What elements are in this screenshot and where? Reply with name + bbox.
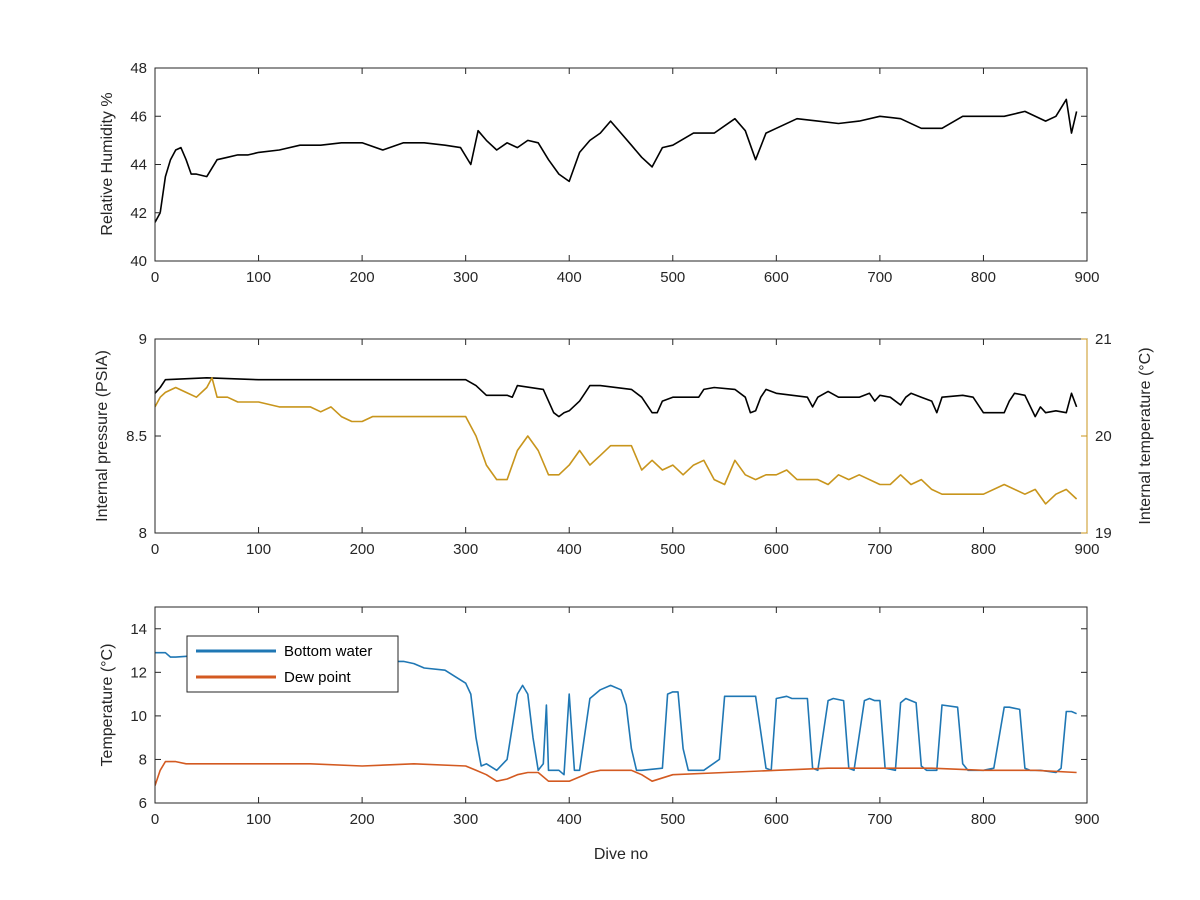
y-tick-label-2-0: 6	[139, 795, 147, 812]
pressure-temperature-series-layer	[155, 376, 1078, 505]
y-tick-label-2-2: 10	[130, 708, 147, 725]
x-tick-label-0-2: 200	[350, 269, 375, 286]
x-tick-label-2-2: 200	[350, 811, 375, 828]
y-tick-label-1-1: 8.5	[126, 428, 147, 445]
x-tick-label-2-1: 100	[246, 811, 271, 828]
temperature-series-layer	[155, 651, 1077, 786]
temperature-axes-frame	[154, 606, 1088, 804]
temperature-right-y-axis-label: Internal temperature (°C)	[1137, 347, 1154, 524]
legend-label-bottom-water: Bottom water	[284, 643, 372, 660]
series-line-0-0	[155, 98, 1078, 223]
x-tick-label-1-8: 800	[971, 541, 996, 558]
y-tick-label-0-1: 42	[130, 205, 147, 222]
pressure-ticks: 0 100 200 300 400 500 600 700 800 900 8 8.5 9 19 20 21	[126, 331, 1112, 558]
x-tick-label-0-6: 600	[764, 269, 789, 286]
panel-humidity: 0 100 200 300 400 500 600 700 800 900 40 42 44 46 48 R…	[99, 60, 1100, 286]
x-tick-label-0-8: 800	[971, 269, 996, 286]
x-tick-label-1-4: 400	[557, 541, 582, 558]
x-axis-label: Dive no	[594, 846, 648, 863]
pressure-y-axis-label: Internal pressure (PSIA)	[94, 350, 111, 522]
x-tick-label-2-6: 600	[764, 811, 789, 828]
y-tick-label-0-2: 44	[130, 157, 147, 174]
x-tick-label-1-0: 0	[151, 541, 159, 558]
series-line-2-1	[155, 760, 1077, 786]
x-tick-label-0-0: 0	[151, 269, 159, 286]
x-tick-label-0-7: 700	[867, 269, 892, 286]
humidity-ticks: 0 100 200 300 400 500 600 700 800 900 40 42 44 46 48	[130, 60, 1099, 286]
series-line-1-1	[155, 376, 1078, 505]
x-tick-label-0-3: 300	[453, 269, 478, 286]
x-tick-label-2-9: 900	[1074, 811, 1099, 828]
x-tick-label-2-7: 700	[867, 811, 892, 828]
x-tick-label-2-8: 800	[971, 811, 996, 828]
panel-pressure-temperature: 0 100 200 300 400 500 600 700 800 90088.59192021 …	[94, 331, 1154, 558]
x-tick-label-0-1: 100	[246, 269, 271, 286]
legend-box	[186, 635, 399, 693]
y-tick-label-0-0: 40	[130, 253, 147, 270]
series-line-1-0	[155, 376, 1078, 418]
x-tick-label-1-1: 100	[246, 541, 271, 558]
y-right-tick-label-1-0: 19	[1095, 525, 1112, 542]
y-tick-label-0-4: 48	[130, 60, 147, 77]
x-tick-label-2-4: 400	[557, 811, 582, 828]
legend: Bottom water Dew point	[186, 635, 399, 693]
y-tick-label-2-1: 8	[139, 751, 147, 768]
temperature-ticks: 0 100 200 300 400 500 600 700 800 900 6 8 10 12 14	[130, 607, 1100, 828]
y-right-tick-label-1-2: 21	[1095, 331, 1112, 348]
x-tick-label-1-3: 300	[453, 541, 478, 558]
x-tick-label-0-4: 400	[557, 269, 582, 286]
x-tick-label-2-5: 500	[660, 811, 685, 828]
x-tick-label-1-5: 500	[660, 541, 685, 558]
temperature-y-axis-label: Temperature (°C)	[99, 644, 116, 767]
x-tick-label-1-9: 900	[1074, 541, 1099, 558]
series-line-2-0	[155, 651, 1077, 776]
y-tick-label-0-3: 46	[130, 108, 147, 125]
y-tick-label-1-2: 9	[139, 331, 147, 348]
panel-temperature: 0 100 200 300 400 500 600 700 800 900 6 8 10 12 14 Tem…	[99, 606, 1100, 863]
x-tick-label-1-2: 200	[350, 541, 375, 558]
x-tick-label-2-3: 300	[453, 811, 478, 828]
humidity-series-layer	[155, 98, 1078, 223]
x-tick-label-1-7: 700	[867, 541, 892, 558]
y-tick-label-1-0: 8	[139, 525, 147, 542]
y-tick-label-2-4: 14	[130, 621, 147, 638]
humidity-y-axis-label: Relative Humidity %	[99, 92, 116, 235]
x-tick-label-2-0: 0	[151, 811, 159, 828]
y-tick-label-2-3: 12	[130, 664, 147, 681]
y-right-tick-label-1-1: 20	[1095, 428, 1112, 445]
x-tick-label-0-5: 500	[660, 269, 685, 286]
x-tick-label-1-6: 600	[764, 541, 789, 558]
x-tick-label-0-9: 900	[1074, 269, 1099, 286]
legend-label-dew-point: Dew point	[284, 669, 352, 686]
